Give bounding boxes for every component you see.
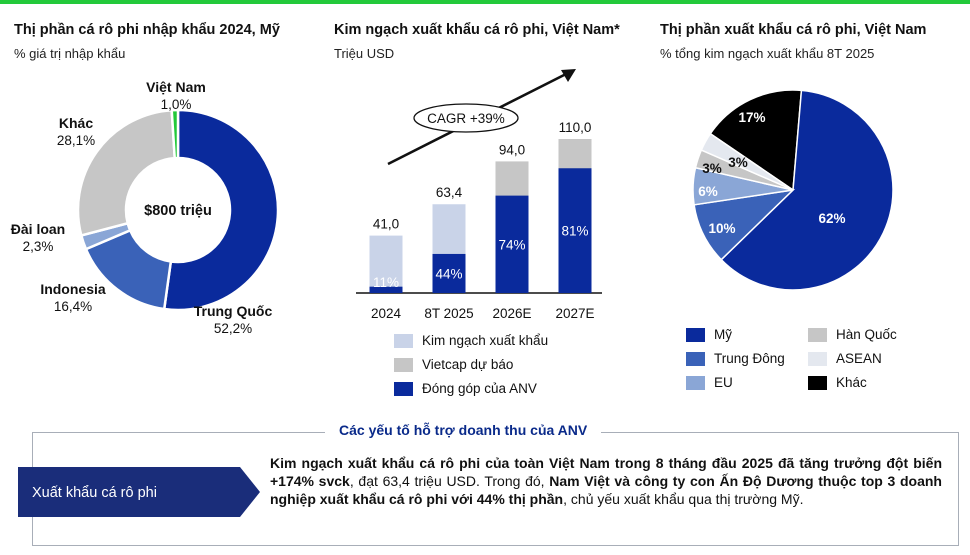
legend-swatch [394, 381, 413, 396]
factor-tag-shape [18, 467, 260, 517]
bar-anv-2027e [558, 168, 592, 293]
bar-share-label-2027e: 81% [561, 224, 588, 239]
panel3-subtitle: % tổng kim ngạch xuất khẩu 8T 2025 [660, 46, 875, 61]
pie-value-eu: 6% [698, 184, 718, 199]
legend-label: ASEAN [836, 351, 882, 366]
bar-anv-2026e [495, 195, 529, 293]
legend-item-anv: Đóng góp của ANV [394, 381, 537, 396]
donut-label-viet-nam: Việt Nam [146, 79, 206, 95]
cagr-label: CAGR +39% [427, 111, 505, 126]
legend-swatch [808, 327, 827, 342]
legend-label: Khác [836, 375, 867, 390]
donut-label-indonesia: Indonesia [40, 281, 106, 297]
export-bar-chart: CAGR +39% 41,0 11% 2024 63,4 44% 8T 2025 94,0 74… [356, 69, 602, 321]
legend-label: Kim ngạch xuất khẩu [422, 333, 549, 348]
bar-category-label-2024: 2024 [371, 306, 402, 321]
bar-total-label-2027e: 110,0 [559, 120, 592, 135]
donut-value-indonesia: 16,4% [54, 299, 92, 314]
pie-slice-my [720, 89, 894, 291]
import-share-donut-chart: $800 triệu Trung Quốc 52,2% Indonesia 16,4% Đ… [11, 79, 280, 336]
legend-item-asean: ASEAN [808, 351, 882, 366]
legend-item-trung-dong: Trung Đông [686, 351, 785, 366]
legend-swatch [394, 357, 413, 372]
factors-title: Các yếu tố hỗ trợ doanh thu của ANV [325, 422, 602, 438]
legend-swatch [394, 333, 413, 348]
legend-label: Trung Đông [714, 351, 785, 366]
donut-slice-viet-nam [170, 108, 180, 160]
donut-value-trung-quoc: 52,2% [214, 321, 252, 336]
legend-label: Hàn Quốc [836, 327, 897, 342]
donut-label-khac: Khác [59, 115, 93, 131]
bar-total-label-2026e: 94,0 [499, 142, 525, 157]
export-market-pie-chart: 62% 10% 6% 3% 3% 17% [692, 89, 894, 291]
donut-label-trung-quoc: Trung Quốc [194, 303, 273, 319]
bar-category-label-2026e: 2026E [492, 306, 531, 321]
legend-swatch [686, 375, 705, 390]
bar-total-label-8t-2025: 63,4 [436, 185, 463, 200]
factor-text-4: , chủ yếu xuất khẩu qua thị trường Mỹ. [563, 491, 804, 507]
top-accent-bar [0, 0, 970, 4]
bar-anv-8t-2025 [432, 253, 466, 293]
pie-value-my: 62% [818, 211, 845, 226]
pie-value-han-quoc: 3% [702, 161, 722, 176]
donut-value-viet-nam: 1,0% [161, 97, 192, 112]
pie-value-asean: 3% [728, 155, 748, 170]
legend-label: Mỹ [714, 327, 732, 342]
legend-label: EU [714, 375, 733, 390]
legend-item-forecast: Vietcap dự báo [394, 357, 513, 372]
bar-category-label-8t-2025: 8T 2025 [424, 306, 473, 321]
factor-tag-label: Xuất khẩu cá rô phi [32, 485, 157, 501]
panel3-title: Thị phần xuất khẩu cá rô phi, Việt Nam [660, 22, 927, 38]
donut-slice-khac [76, 108, 177, 238]
legend-item-my: Mỹ [686, 327, 732, 342]
donut-value-dai-loan: 2,3% [23, 239, 54, 254]
factor-text-bold-3: Nam Việt và công ty con Ấn Độ Dương thuộ… [270, 473, 942, 507]
cagr-bubble [413, 103, 519, 133]
legend-swatch [686, 351, 705, 366]
legend-item-han-quoc: Hàn Quốc [808, 327, 897, 342]
legend-swatch [808, 375, 827, 390]
bar-anv-2024 [369, 286, 403, 293]
bar-total-2024 [369, 235, 403, 293]
bar-category-label-2027e: 2027E [555, 306, 594, 321]
donut-value-khac: 28,1% [57, 133, 95, 148]
legend-item-export: Kim ngạch xuất khẩu [394, 333, 548, 348]
pie-value-trung-dong: 10% [708, 221, 735, 236]
factor-tag-arrow: Xuất khẩu cá rô phi [18, 467, 260, 517]
panel1-subtitle: % giá trị nhập khẩu [14, 46, 126, 61]
donut-slice-trung-quoc [162, 108, 280, 312]
donut-label-dai-loan: Đài loan [11, 221, 65, 237]
bar-share-label-2026e: 74% [498, 237, 525, 252]
trend-arrow-head [561, 69, 576, 82]
legend-swatch [686, 327, 705, 342]
bar-total-label-2024: 41,0 [373, 217, 399, 232]
factor-description: Kim ngạch xuất khẩu cá rô phi của toàn V… [270, 454, 942, 508]
factor-text-bold-1: Kim ngạch xuất khẩu cá rô phi của toàn V… [270, 455, 942, 489]
factor-text-2: , đạt 63,4 triệu USD. Trong đó, [349, 473, 550, 489]
pie-slice-khac [709, 89, 803, 192]
pie-slice-asean [700, 132, 794, 191]
panel2-subtitle: Triệu USD [334, 46, 395, 61]
legend-label: Đóng góp của ANV [422, 381, 537, 396]
legend-label: Vietcap dự báo [422, 357, 514, 372]
pie-value-khac: 17% [738, 110, 765, 125]
bar-share-label-2024: 11% [373, 275, 399, 290]
bar-share-label-8t-2025: 44% [435, 266, 462, 281]
legend-swatch [808, 351, 827, 366]
donut-center-label: $800 triệu [144, 203, 212, 219]
panel2-title: Kim ngạch xuất khẩu cá rô phi, Việt Nam* [334, 22, 620, 38]
legend-item-eu: EU [686, 375, 733, 390]
legend-item-khac: Khác [808, 375, 867, 390]
panel1-title: Thị phần cá rô phi nhập khẩu 2024, Mỹ [14, 22, 280, 38]
